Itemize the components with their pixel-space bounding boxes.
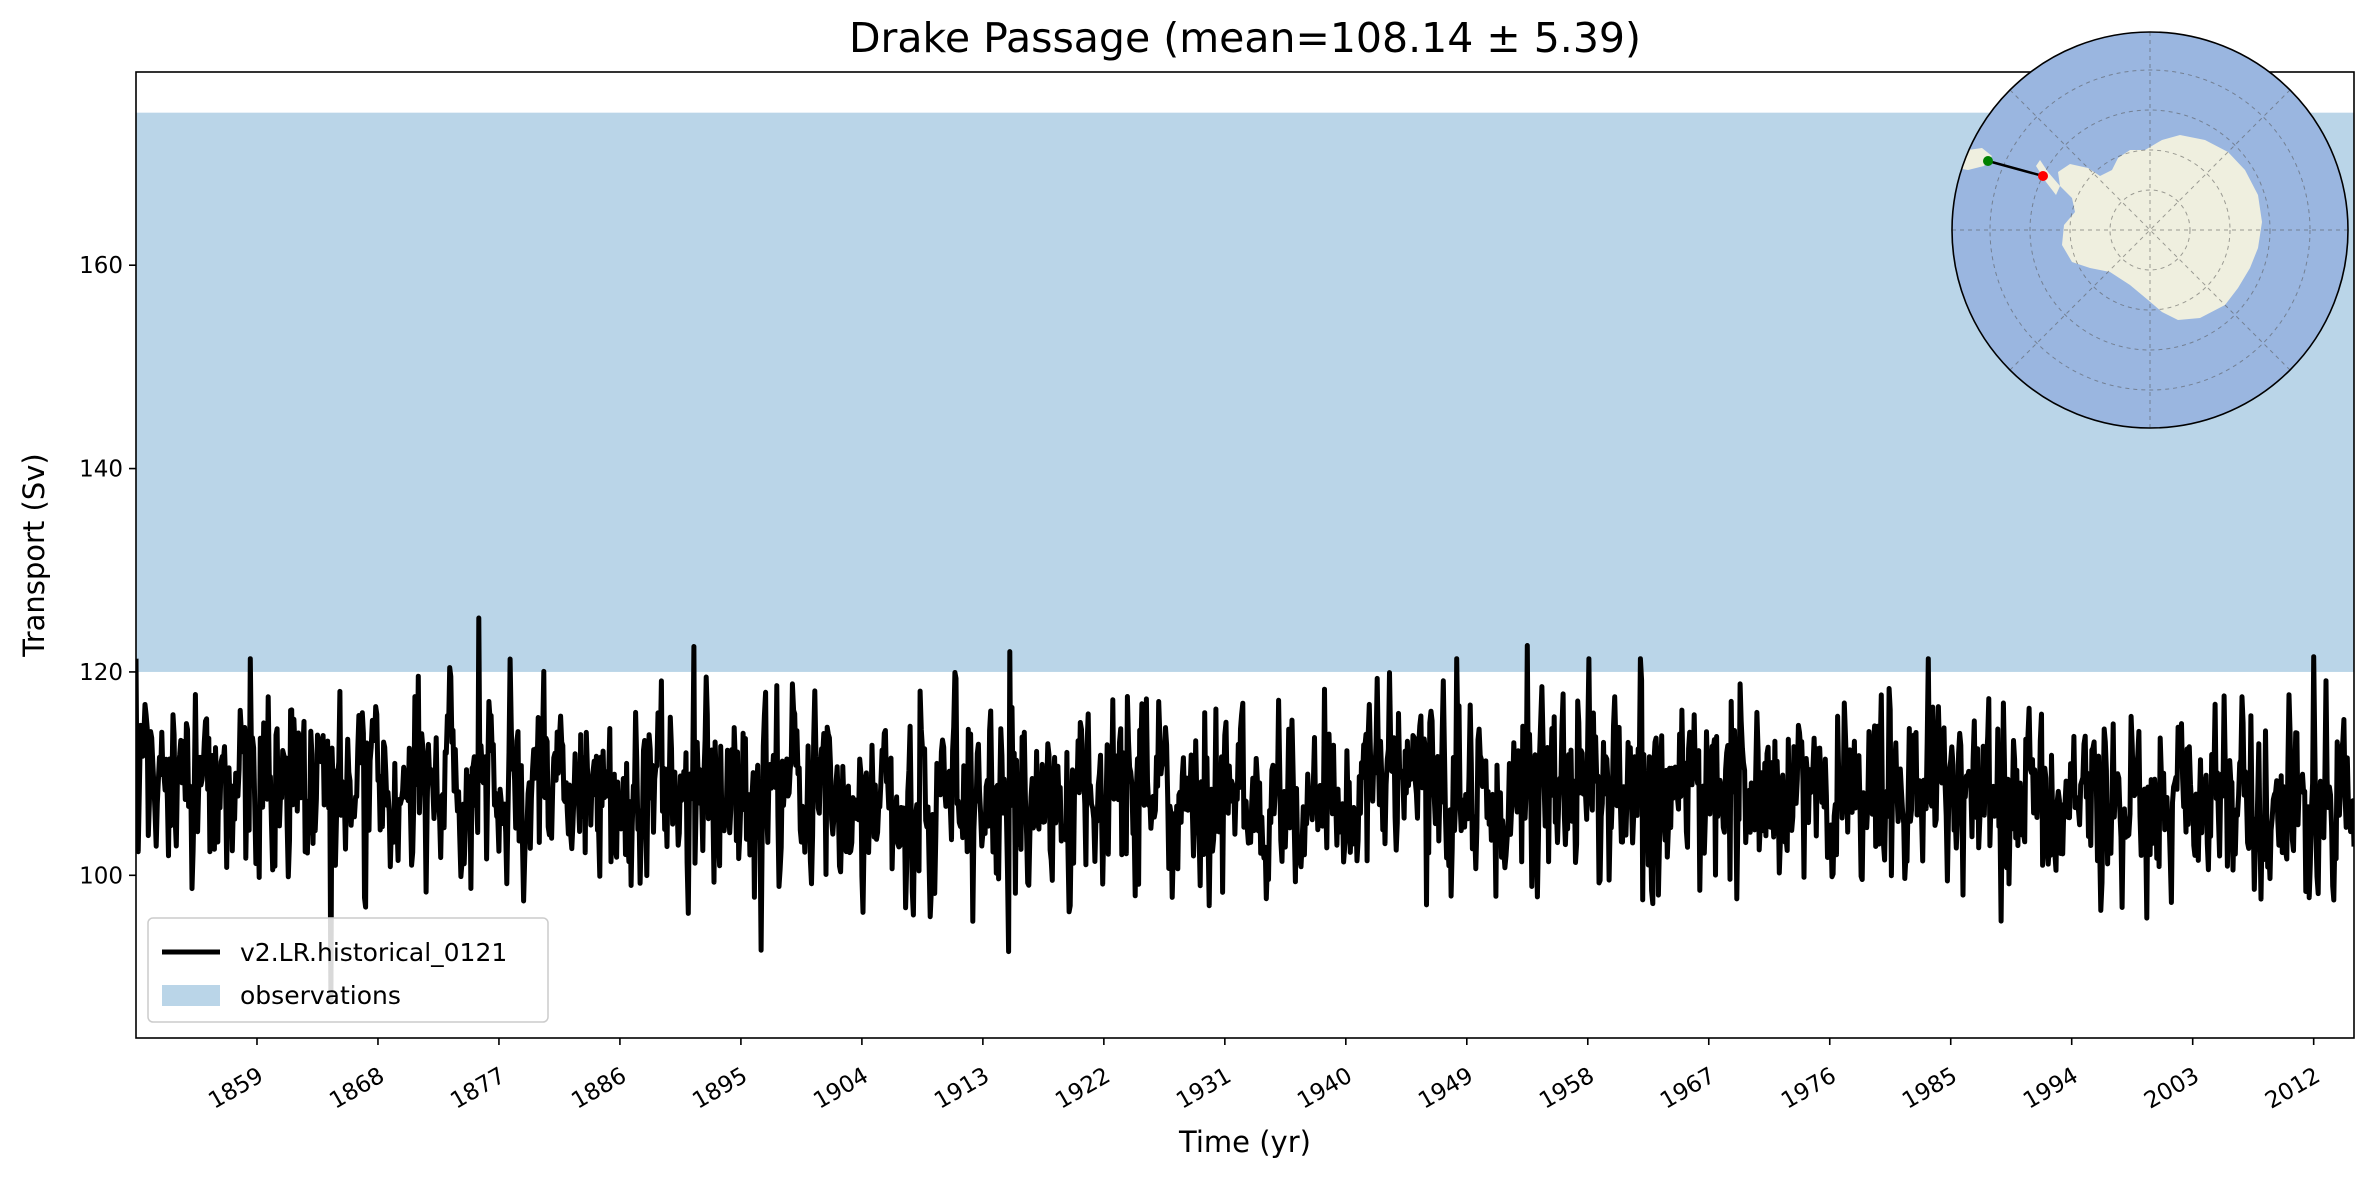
y-axis: 100 120 140 160 — [79, 253, 136, 889]
x-axis-label: Time (yr) — [1178, 1125, 1311, 1159]
map-meridian — [2009, 89, 2291, 371]
x-tick-label: 1859 — [204, 1063, 268, 1115]
map-graticule — [2029, 109, 2271, 351]
x-tick-label: 1967 — [1656, 1063, 1720, 1115]
map-antarctica — [2058, 135, 2262, 320]
x-tick-label: 1994 — [2019, 1063, 2083, 1115]
x-tick-label: 1949 — [1414, 1063, 1478, 1115]
legend-label-series: v2.LR.historical_0121 — [240, 938, 507, 967]
x-tick-label: 1985 — [1898, 1063, 1962, 1115]
plot-frame — [135, 71, 2355, 1039]
x-tick-label: 1913 — [930, 1063, 994, 1115]
map-border — [1951, 31, 2349, 429]
y-tick-label: 100 — [79, 863, 123, 889]
map-section-start-marker — [1983, 156, 1993, 166]
legend-swatch-observations — [162, 985, 220, 1006]
x-tick-label: 1976 — [1777, 1063, 1841, 1115]
x-tick-label: 2012 — [2261, 1063, 2325, 1115]
y-tick-label: 140 — [79, 457, 123, 483]
x-tick-label: 1922 — [1051, 1063, 1115, 1115]
map-graticule — [1989, 69, 2311, 391]
x-tick-label: 1940 — [1293, 1063, 1357, 1115]
x-tick-label: 1877 — [446, 1063, 510, 1115]
legend-box — [147, 917, 549, 1023]
y-axis-label: Transport (Sv) — [17, 453, 51, 658]
map-antarctic-peninsula — [2036, 160, 2060, 195]
map-graticule — [2109, 189, 2191, 271]
chart-title: Drake Passage (mean=108.14 ± 5.39) — [849, 14, 1641, 62]
x-tick-label: 2003 — [2140, 1063, 2204, 1115]
x-tick-label: 1958 — [1535, 1063, 1599, 1115]
map-section-line — [1987, 159, 2044, 178]
y-tick-label: 120 — [79, 660, 123, 686]
x-tick-label: 1886 — [567, 1063, 631, 1115]
map-graticule — [2069, 149, 2231, 311]
inset-polar-map — [1951, 31, 2349, 429]
legend-label-observations: observations — [240, 981, 401, 1010]
series-line-v2-lr-historical — [136, 615, 2354, 1002]
x-tick-label: 1868 — [325, 1063, 389, 1115]
legend: v2.LR.historical_0121 observations — [147, 917, 549, 1023]
map-section-end-marker — [2038, 171, 2048, 181]
x-tick-label: 1904 — [809, 1063, 873, 1115]
x-tick-label: 1895 — [688, 1063, 752, 1115]
y-tick-label: 160 — [79, 253, 123, 279]
x-axis: 1859 1868 1877 1886 1895 1904 1913 1922 1931 1940… — [204, 1038, 2325, 1115]
map-meridian — [2009, 89, 2291, 371]
x-tick-label: 1931 — [1172, 1063, 1236, 1115]
